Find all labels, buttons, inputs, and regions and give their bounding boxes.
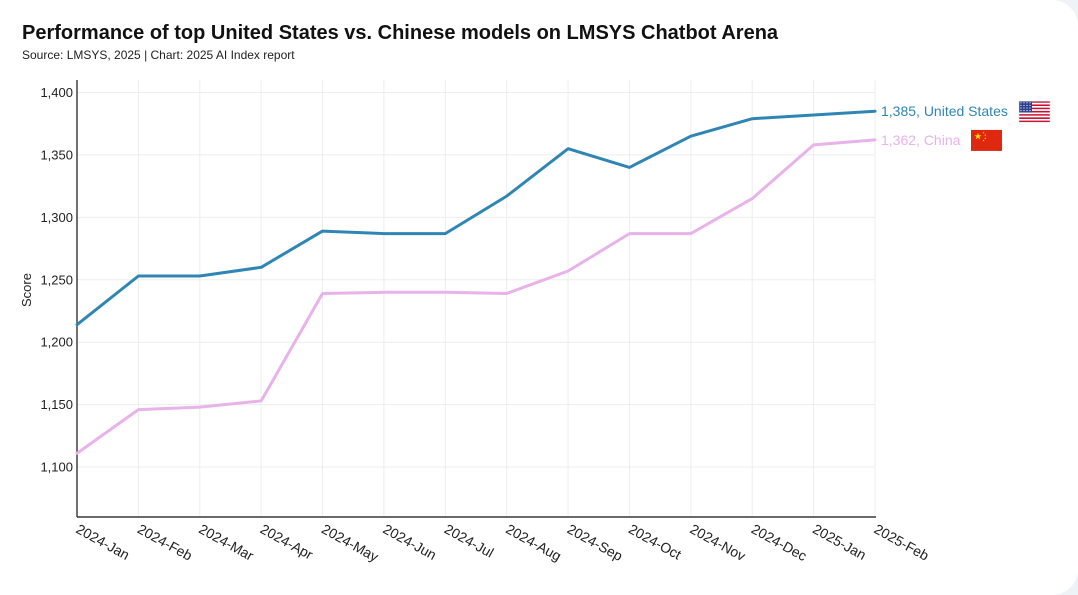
series-lines bbox=[75, 109, 877, 455]
flags bbox=[971, 100, 1051, 151]
chart-subtitle: Source: LMSYS, 2025 | Chart: 2025 AI Ind… bbox=[22, 48, 295, 62]
y-tick-label: 1,100 bbox=[40, 460, 73, 475]
end-label-china: 1,362, China bbox=[881, 132, 961, 148]
x-tick-label: 2024-Jan bbox=[74, 521, 133, 563]
end-label-united-states: 1,385, United States bbox=[881, 103, 1008, 119]
axes bbox=[76, 80, 876, 518]
x-tick-label: 2024-Feb bbox=[135, 521, 195, 564]
x-tick-label: 2024-May bbox=[319, 521, 381, 565]
x-tick-label: 2024-Aug bbox=[503, 521, 564, 564]
y-axis-label: Score bbox=[19, 273, 34, 307]
x-tick-label: 2024-Nov bbox=[687, 521, 748, 564]
x-tick-label: 2024-Jul bbox=[442, 521, 497, 561]
x-tick-label: 2025-Jan bbox=[810, 521, 869, 563]
y-tick-label: 1,350 bbox=[40, 147, 73, 162]
y-tick-label: 1,250 bbox=[40, 272, 73, 287]
x-tick-label: 2025-Feb bbox=[872, 521, 932, 564]
x-tick-label: 2024-Dec bbox=[749, 521, 810, 564]
x-tick-label: 2024-Mar bbox=[196, 521, 256, 564]
us-flag-icon bbox=[1018, 100, 1051, 123]
chart-title: Performance of top United States vs. Chi… bbox=[22, 22, 779, 44]
x-tick-label: 2024-Sep bbox=[565, 521, 626, 565]
series-line-united-states bbox=[75, 109, 877, 327]
end-labels: 1,385, United States 1,362, China bbox=[881, 103, 1008, 148]
y-tick-labels: 1,100 1,150 1,200 1,250 1,300 1,350 1,400 bbox=[40, 85, 73, 475]
y-tick-label: 1,300 bbox=[40, 210, 73, 225]
x-tick-label: 2024-Oct bbox=[626, 521, 684, 563]
gridlines bbox=[77, 80, 876, 517]
series-line-china bbox=[75, 138, 877, 455]
x-tick-label: 2024-Apr bbox=[258, 521, 316, 563]
y-tick-label: 1,400 bbox=[40, 85, 73, 100]
x-tick-label: 2024-Jun bbox=[380, 521, 439, 563]
y-tick-label: 1,200 bbox=[40, 335, 73, 350]
y-tick-label: 1,150 bbox=[40, 397, 73, 412]
china-flag-icon bbox=[971, 129, 1002, 151]
x-tick-labels: 2024-Jan 2024-Feb 2024-Mar 2024-Apr 2024-May… bbox=[74, 521, 932, 565]
